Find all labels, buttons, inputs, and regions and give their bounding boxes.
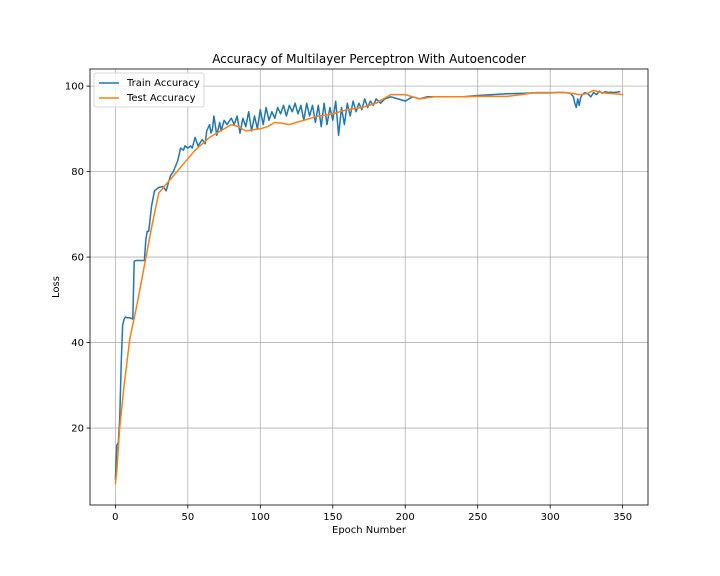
x-tick-label: 250: [468, 512, 487, 523]
series-lines: [114, 89, 624, 485]
legend-label-test: Test Accuracy: [126, 93, 196, 104]
chart-title: Accuracy of Multilayer Perceptron With A…: [212, 52, 526, 66]
x-tick-label: 0: [112, 512, 118, 523]
legend: Train Accuracy Test Accuracy: [93, 72, 205, 108]
legend-label-train: Train Accuracy: [126, 78, 200, 89]
train-accuracy-line: [114, 90, 621, 481]
legend-box: [93, 72, 205, 108]
grid: [90, 69, 648, 505]
y-tick-label: 80: [71, 167, 84, 178]
x-tick-label: 300: [541, 512, 560, 523]
y-axis-label: Loss: [51, 276, 62, 298]
x-tick-label: 350: [613, 512, 632, 523]
y-tick-label: 40: [71, 338, 84, 349]
x-tick-label: 100: [251, 512, 270, 523]
plot-area-frame: [89, 68, 649, 506]
y-tick-label: 60: [71, 253, 84, 264]
y-tick-label: 100: [65, 82, 84, 93]
x-tick-label: 200: [396, 512, 415, 523]
test-accuracy-line: [114, 89, 624, 485]
x-axis-label: Epoch Number: [332, 525, 407, 536]
x-tick-label: 150: [323, 512, 342, 523]
axis-ticks: 0 50 100 150 200 250 300 350 20 40 60 80 100: [65, 82, 632, 523]
x-tick-label: 50: [181, 512, 194, 523]
y-tick-label: 20: [71, 424, 84, 435]
